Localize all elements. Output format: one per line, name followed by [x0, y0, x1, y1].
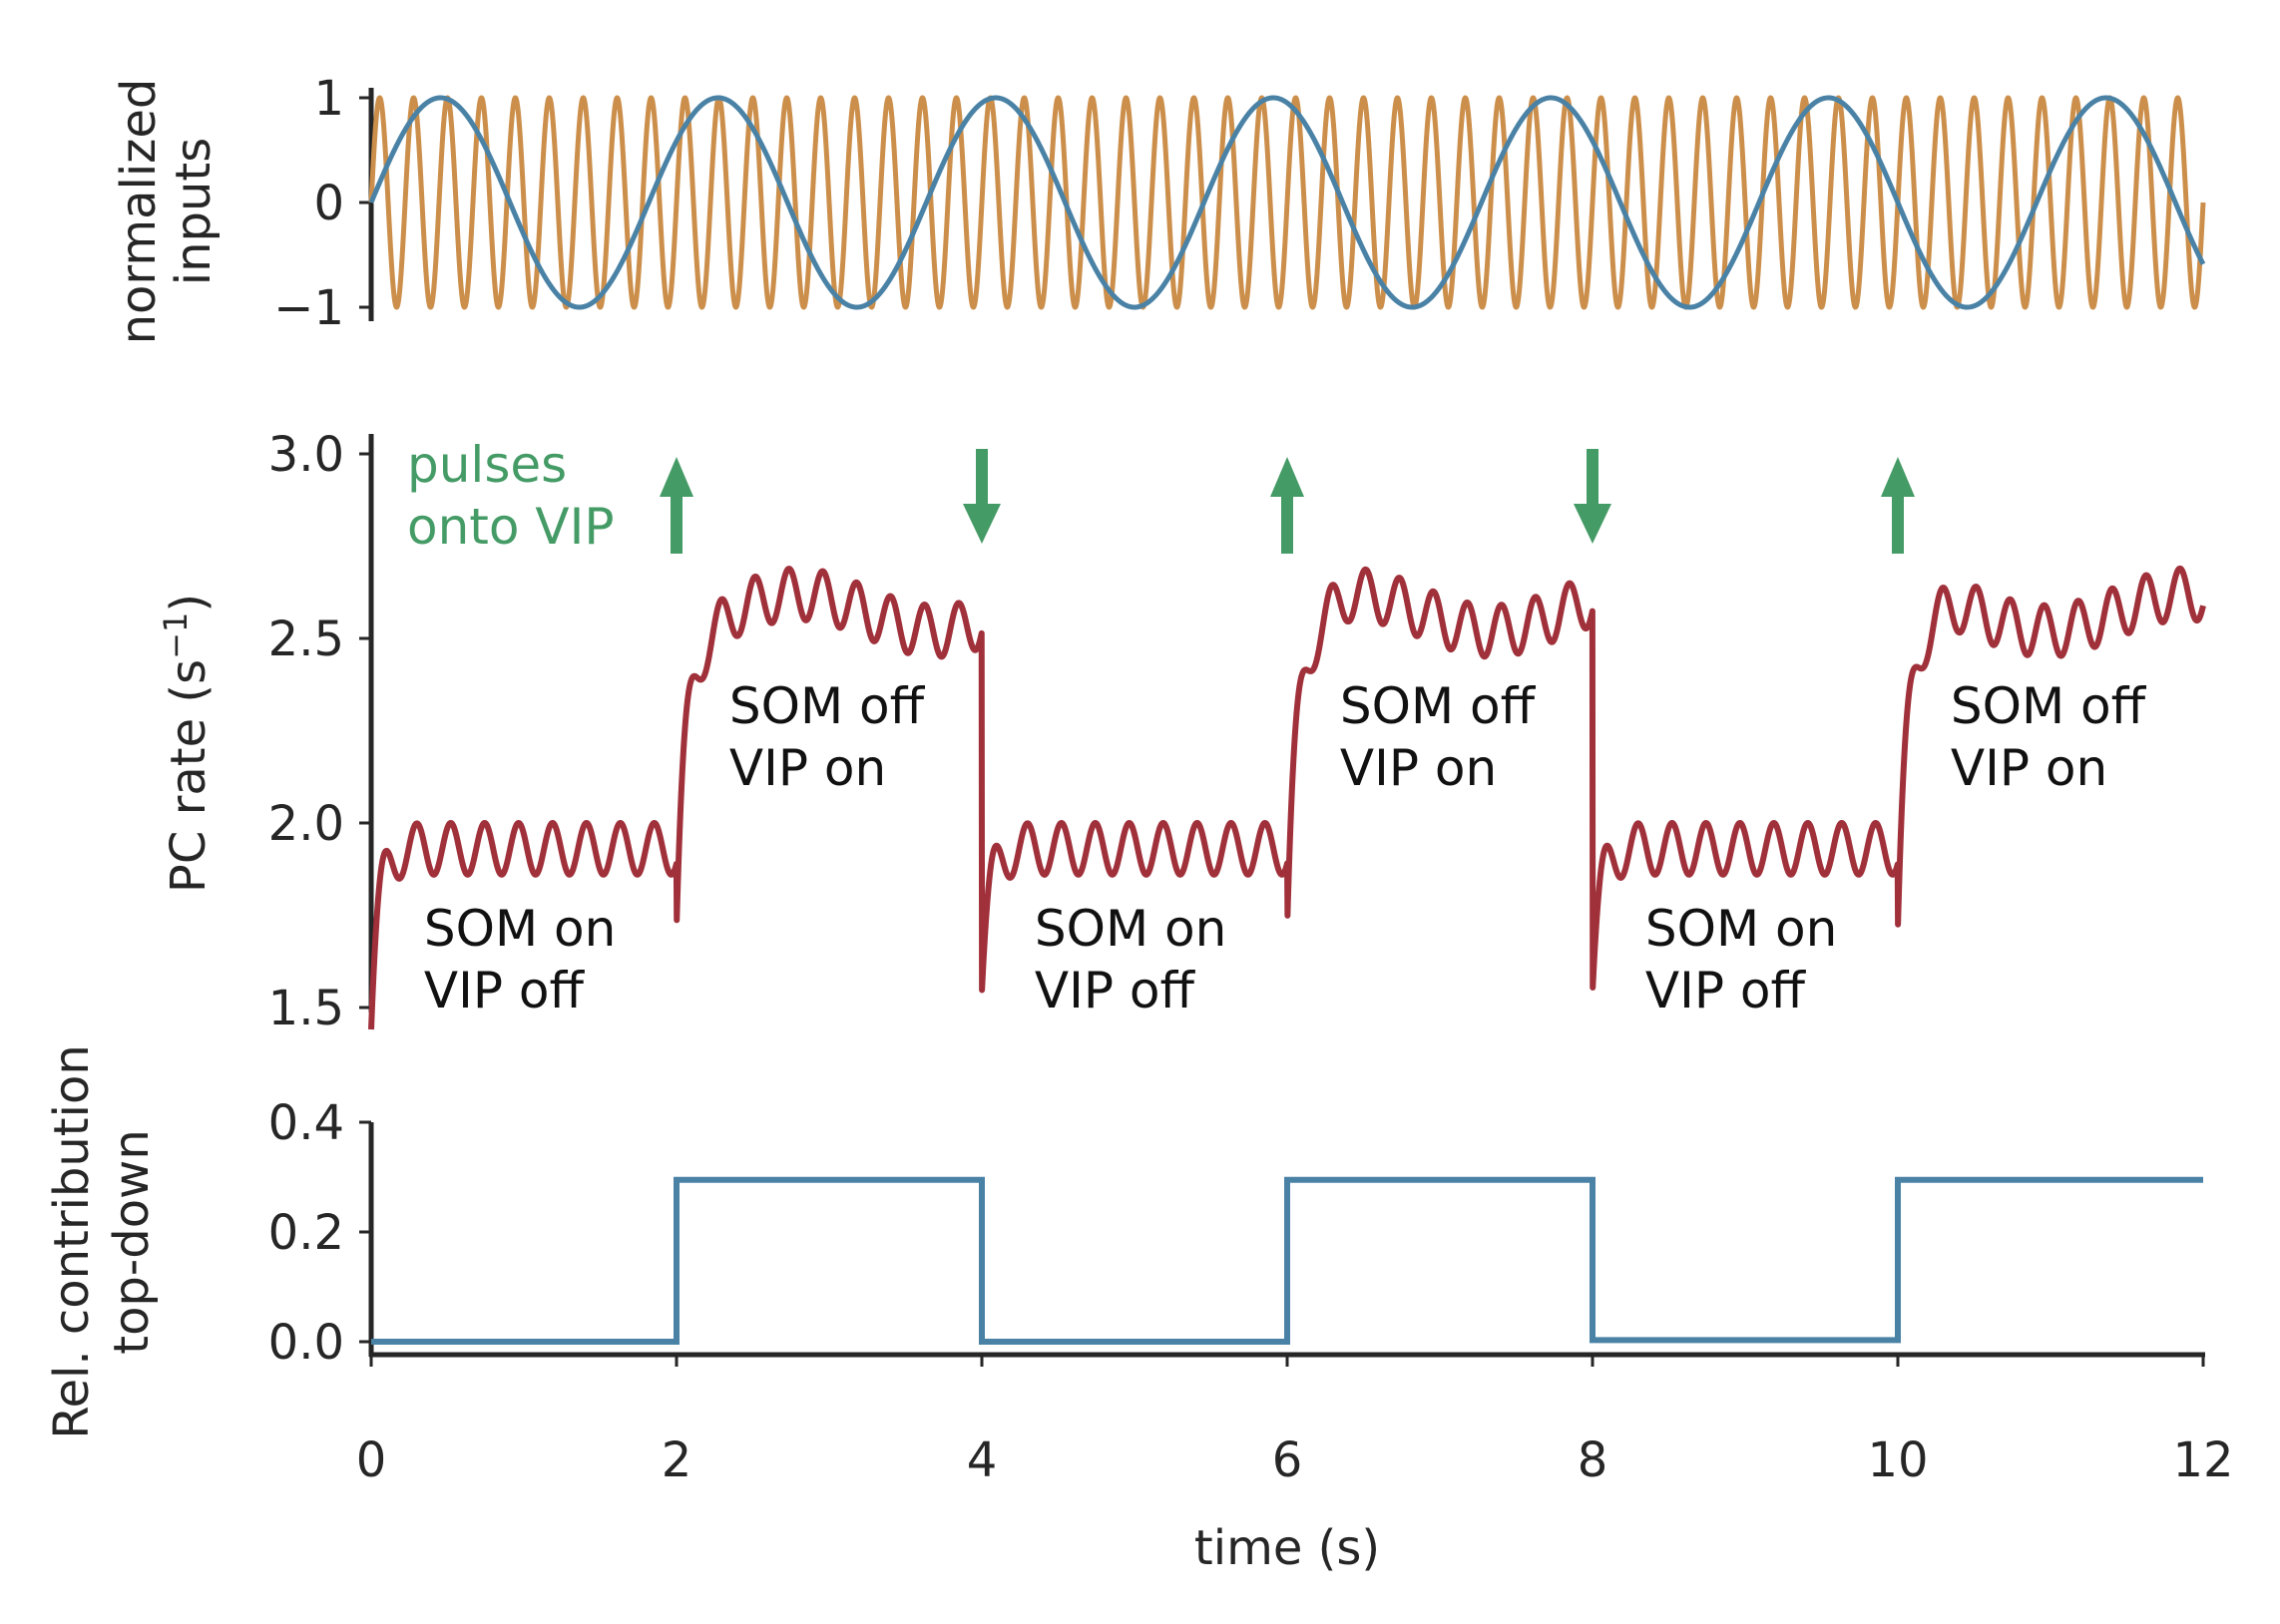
state-annotation-line2: VIP off: [424, 962, 586, 1019]
series-top-down: [371, 1176, 2203, 1345]
series-pc-rate: [368, 565, 2206, 1030]
y-axis-label: inputs: [166, 138, 222, 285]
state-annotation-line1: SOM off: [729, 677, 926, 735]
pulse-arrow-down-icon: [963, 504, 1001, 544]
pulses-label-line2: onto VIP: [407, 498, 614, 556]
pulse-arrow-up-icon: [1270, 457, 1304, 497]
state-annotation-line1: SOM on: [1035, 900, 1226, 958]
state-annotation-line1: SOM off: [1951, 677, 2147, 735]
x-tick-label: 8: [1578, 1432, 1608, 1488]
x-tick-label: 2: [662, 1432, 692, 1488]
x-tick-label: 6: [1272, 1432, 1303, 1488]
panel-normalized-inputs: 1 0 −1 normalized inputs: [111, 71, 2206, 345]
y-tick-label: 1.5: [268, 981, 344, 1036]
series-slow-input: [368, 95, 2206, 310]
state-annotation-line1: SOM off: [1340, 677, 1537, 735]
x-tick-label: 10: [1867, 1432, 1928, 1488]
y-tick-label: 0.4: [268, 1095, 344, 1151]
state-annotation-line2: VIP on: [1951, 739, 2107, 797]
y-axis-label: normalized: [111, 79, 167, 345]
y-axis-label: PC rate (s−1): [157, 594, 217, 893]
y-tick-label: 2.5: [268, 611, 344, 667]
y-axis-label: top-down: [104, 1129, 160, 1355]
y-tick-label: 0: [313, 176, 344, 231]
state-annotation-line2: VIP on: [1340, 739, 1497, 797]
y-tick-label: 1: [313, 71, 344, 127]
state-annotation-line1: SOM on: [1645, 900, 1837, 958]
x-tick-label: 0: [356, 1432, 387, 1488]
pulse-arrow-up-icon: [1881, 457, 1915, 497]
y-tick-label: 0.2: [268, 1205, 344, 1261]
state-annotation-line2: VIP on: [729, 739, 886, 797]
state-annotation-line1: SOM on: [424, 900, 616, 958]
pulse-arrow-down-icon: [1574, 504, 1611, 544]
y-axis-label: Rel. contribution: [44, 1044, 100, 1438]
series-fast-input: [368, 95, 2206, 310]
y-tick-label: 2.0: [268, 796, 344, 852]
x-axis-label: time (s): [1194, 1520, 1380, 1576]
state-annotation-line2: VIP off: [1645, 962, 1807, 1019]
y-tick-label: −1: [273, 280, 344, 336]
pulses-label-line1: pulses: [407, 436, 567, 494]
x-tick-label: 4: [967, 1432, 998, 1488]
state-annotation-line2: VIP off: [1035, 962, 1196, 1019]
pulse-arrow-up-icon: [660, 457, 693, 497]
x-tick-label: 12: [2172, 1432, 2233, 1488]
y-tick-label: 3.0: [268, 427, 344, 483]
y-tick-label: 0.0: [268, 1315, 344, 1371]
panel-top-down-contribution: 0.4 0.2 0.0 0 2 4 6 8 10 12 time (s) Rel. contribut…: [44, 1044, 2234, 1576]
